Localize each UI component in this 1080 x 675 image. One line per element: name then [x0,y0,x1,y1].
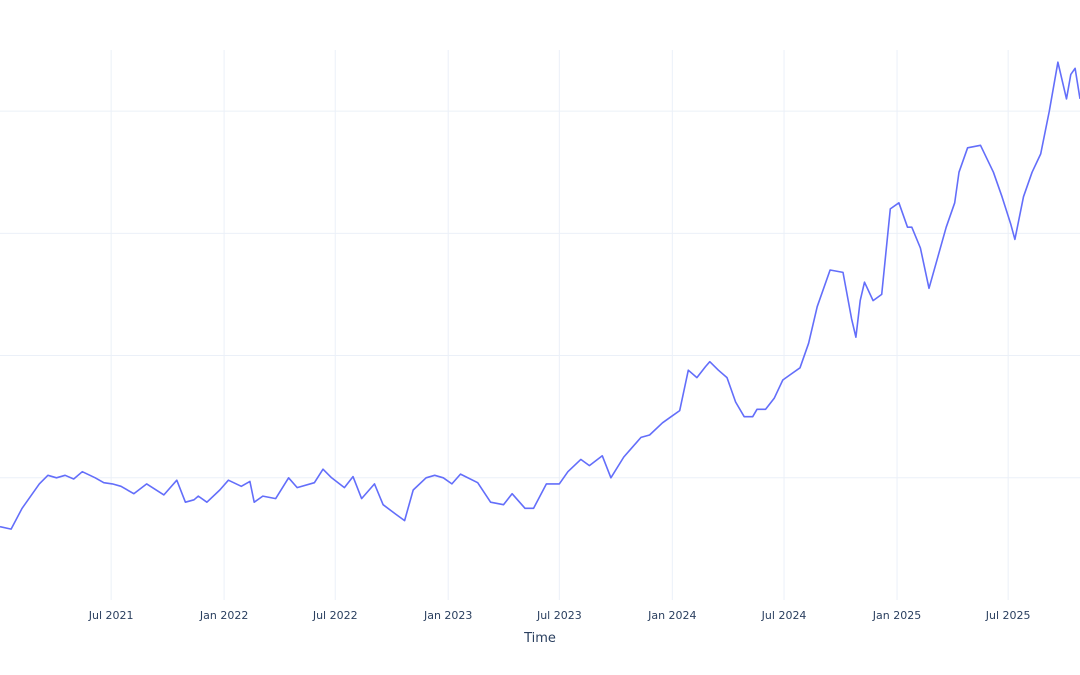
x-axis-ticks: Jul 2021 Jan 2022 Jul 2022 Jan 2023 Jul 2023… [88,609,1031,622]
x-tick-label: Jan 2024 [647,609,696,622]
x-tick-label: Jul 2022 [312,609,358,622]
x-tick-label: Jan 2023 [423,609,472,622]
series-line [0,61,1080,530]
x-tick-label: Jul 2025 [985,609,1031,622]
x-axis-title: Time [523,631,556,646]
series-layer [0,61,1080,530]
x-tick-label: Jan 2025 [872,609,921,622]
x-tick-label: Jul 2023 [536,609,582,622]
x-tick-label: Jan 2022 [199,609,248,622]
grid-layer [0,50,1080,600]
x-tick-label: Jul 2024 [761,609,807,622]
x-tick-label: Jul 2021 [88,609,134,622]
